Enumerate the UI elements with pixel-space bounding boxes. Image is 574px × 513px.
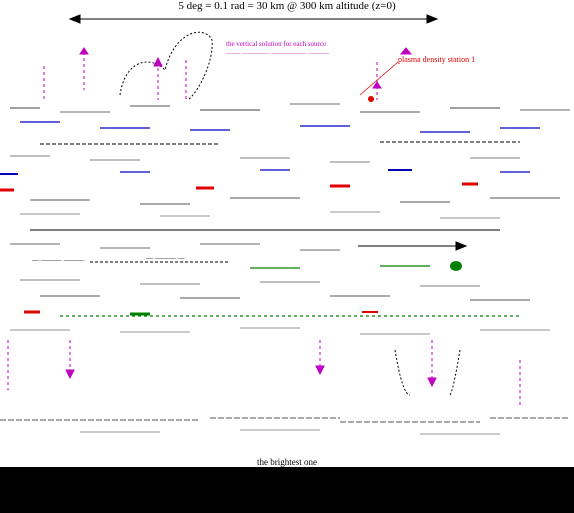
upper-data-band bbox=[0, 103, 570, 219]
down-arrow-icon bbox=[7, 340, 521, 408]
bottom-data-band bbox=[0, 417, 570, 435]
lower-dashed-curve bbox=[394, 349, 461, 396]
vertical-solution-note: the vertical solution for each source bbox=[226, 40, 327, 48]
red-pointer-line bbox=[359, 61, 399, 96]
green-marker bbox=[450, 261, 462, 271]
left-caption: — ——— ——— bbox=[32, 256, 85, 264]
vertical-solution-note-line2: —— ———— ————— ——— bbox=[226, 49, 330, 57]
diagram-title: 5 deg = 0.1 rad = 30 km @ 300 km altitud… bbox=[178, 0, 396, 12]
plasma-density-note: plasma density station 1 bbox=[398, 55, 476, 64]
middle-caption: — ——— — bbox=[146, 254, 185, 262]
magenta-markers-top bbox=[43, 47, 413, 100]
red-marker bbox=[368, 96, 374, 102]
right-arrow-icon bbox=[358, 241, 468, 251]
dashed-arc bbox=[119, 31, 213, 101]
black-footer-band bbox=[0, 467, 574, 513]
bottom-caption: the brightest one bbox=[257, 457, 317, 467]
scale-double-arrow-icon bbox=[68, 14, 439, 24]
lower-data-band bbox=[10, 243, 550, 335]
